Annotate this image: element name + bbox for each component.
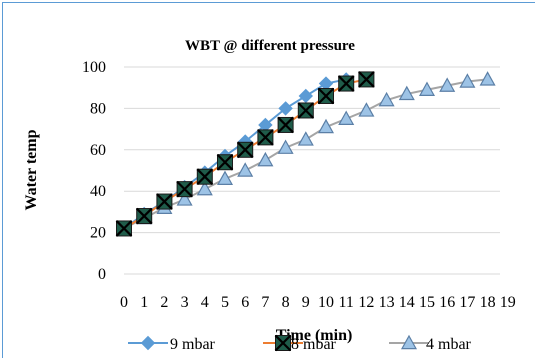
data-point — [196, 180, 213, 196]
x-tick-label: 16 — [439, 294, 455, 311]
marker-cross-b — [358, 71, 375, 88]
gridlines — [124, 66, 500, 275]
x-tick-label: 1 — [140, 294, 148, 311]
data-point — [338, 110, 355, 125]
series-layer — [115, 71, 496, 237]
data-point — [337, 75, 355, 92]
y-tick-label: 60 — [90, 142, 106, 159]
x-tick-label: 19 — [500, 294, 516, 311]
marker-cross-b — [135, 207, 153, 225]
data-point — [216, 153, 234, 171]
y-tick-label: 80 — [90, 100, 106, 117]
legend-marker — [400, 334, 418, 350]
y-axis-tick-labels: 0 20 40 60 80 100 — [82, 59, 106, 283]
marker-cross-b — [257, 129, 274, 146]
data-point — [216, 170, 234, 185]
y-axis-title: Water temp — [23, 129, 40, 210]
x-tick-label: 6 — [241, 294, 249, 311]
data-point — [196, 168, 214, 185]
legend-marker — [274, 334, 292, 352]
marker-cross-b — [156, 193, 173, 210]
y-tick-label: 0 — [98, 266, 106, 283]
data-point — [277, 139, 294, 154]
marker-cross-b — [274, 334, 292, 352]
data-point — [317, 87, 335, 105]
x-tick-label: 0 — [120, 294, 128, 311]
data-point — [257, 151, 274, 167]
x-tick-label: 11 — [338, 294, 353, 311]
data-point — [297, 102, 315, 119]
data-point — [135, 207, 153, 225]
data-point — [378, 91, 395, 107]
x-tick-label: 9 — [302, 294, 310, 311]
legend-label: 8 mbar — [291, 336, 337, 353]
legend-marker — [140, 335, 156, 351]
marker-cross-b — [196, 168, 214, 185]
data-point — [236, 141, 254, 159]
data-point — [156, 193, 173, 210]
data-point — [398, 85, 415, 101]
x-tick-label: 10 — [318, 294, 334, 311]
data-point — [277, 116, 294, 134]
x-tick-label: 12 — [358, 294, 374, 311]
marker-cross-b — [317, 87, 335, 105]
x-axis-tick-labels: 0 1 2 3 4 5 6 7 8 9 10 11 12 13 14 15 16 17 18 19 — [120, 294, 516, 311]
data-point — [115, 220, 133, 237]
series-8-mbar — [115, 71, 375, 237]
marker-cross-b — [297, 102, 315, 119]
marker-cross-b — [236, 141, 254, 159]
data-point — [358, 102, 375, 117]
legend-item: 9 mbar — [128, 335, 216, 353]
data-point — [439, 77, 456, 92]
legend: 9 mbar 8 mbar 4 mbar — [128, 334, 472, 353]
data-point — [297, 131, 314, 146]
data-point — [479, 71, 496, 86]
data-point — [317, 118, 335, 134]
data-point — [358, 71, 375, 88]
x-tick-label: 2 — [160, 294, 168, 311]
x-tick-label: 5 — [221, 294, 229, 311]
x-tick-label: 17 — [459, 294, 475, 311]
legend-label: 9 mbar — [170, 336, 216, 353]
legend-label: 4 mbar — [426, 336, 472, 353]
data-point — [278, 101, 293, 116]
data-point — [237, 162, 254, 177]
legend-item: 8 mbar — [263, 334, 337, 353]
x-tick-label: 18 — [480, 294, 496, 311]
x-tick-label: 13 — [379, 294, 395, 311]
x-tick-label: 14 — [399, 294, 415, 311]
marker-cross-b — [337, 75, 355, 92]
x-axis-title: Time (min) — [276, 327, 353, 344]
marker-cross-b — [176, 180, 193, 198]
legend-item: 4 mbar — [389, 334, 472, 353]
data-point — [459, 73, 476, 88]
x-tick-label: 8 — [282, 294, 290, 311]
data-point — [176, 180, 193, 198]
y-tick-label: 100 — [82, 59, 106, 76]
x-tick-label: 15 — [419, 294, 435, 311]
marker-cross-b — [115, 220, 133, 237]
marker-cross-b — [216, 153, 234, 171]
y-tick-label: 20 — [90, 225, 106, 242]
data-point — [257, 129, 274, 146]
x-tick-label: 7 — [261, 294, 269, 311]
x-tick-label: 4 — [201, 294, 209, 311]
x-tick-label: 3 — [181, 294, 189, 311]
y-tick-label: 40 — [90, 183, 106, 200]
marker-cross-b — [277, 116, 294, 134]
data-point — [418, 81, 436, 96]
chart-title: WBT @ different pressure — [185, 38, 355, 54]
data-point — [298, 88, 314, 104]
data-point — [176, 191, 193, 206]
